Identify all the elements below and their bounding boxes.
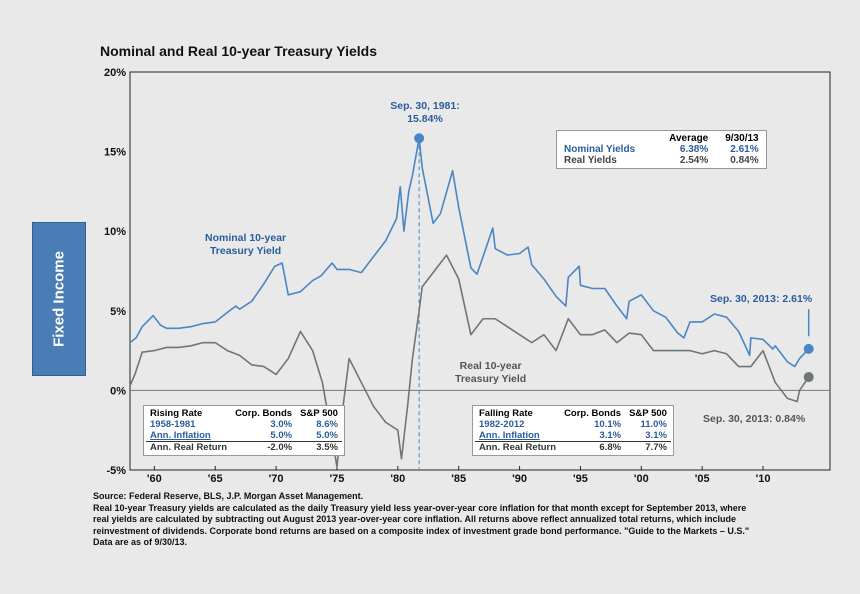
data-date-note: Data are as of 9/30/13. — [93, 537, 188, 547]
x-tick-label: '65 — [208, 473, 223, 485]
y-tick-label: 5% — [110, 306, 126, 318]
peak-point — [414, 133, 425, 144]
y-tick-label: 10% — [104, 226, 126, 238]
x-tick-label: '00 — [634, 473, 649, 485]
y-tick-label: -5% — [106, 465, 126, 477]
real-series-label: Real 10-year Treasury Yield — [455, 360, 527, 385]
falling-rate-table: Falling Rate Corp. Bonds S&P 500 1982-2012… — [472, 405, 674, 456]
plot-frame — [129, 71, 831, 471]
chart-title: Nominal and Real 10-year Treasury Yields — [100, 43, 378, 59]
nominal-end-point — [803, 343, 814, 354]
x-tick-label: '80 — [390, 473, 405, 485]
x-tick-label: '75 — [330, 473, 345, 485]
x-tick-label: '95 — [573, 473, 588, 485]
x-tick-label: '10 — [756, 473, 771, 485]
x-tick-label: '05 — [695, 473, 710, 485]
source-note: Source: Federal Reserve, BLS, J.P. Morga… — [93, 491, 364, 501]
y-tick-label: 0% — [110, 385, 126, 397]
footnotes: Source: Federal Reserve, BLS, J.P. Morga… — [93, 491, 753, 549]
x-tick-label: '90 — [512, 473, 527, 485]
y-tick-label: 15% — [104, 147, 126, 159]
rising-rate-table: Rising Rate Corp. Bonds S&P 500 1958-1981 3… — [143, 405, 345, 456]
real-yield-line — [129, 254, 810, 468]
methodology-note: Real 10-year Treasury yields are calcula… — [93, 502, 750, 536]
section-tab-fixed-income: Fixed Income — [32, 222, 86, 376]
nominal-yield-line — [129, 137, 810, 368]
x-tick-label: '85 — [451, 473, 466, 485]
x-tick-label: '70 — [269, 473, 284, 485]
end-real-annotation: Sep. 30, 2013: 0.84% — [703, 413, 806, 425]
end-nominal-annotation: Sep. 30, 2013: 2.61% — [710, 293, 813, 305]
real-end-point — [803, 372, 814, 383]
nominal-series-label: Nominal 10-year Treasury Yield — [205, 232, 287, 257]
summary-table: Average 9/30/13 Nominal Yields 6.38% 2.61% … — [556, 130, 767, 169]
y-tick-label: 20% — [104, 67, 126, 79]
x-tick-label: '60 — [147, 473, 162, 485]
peak-annotation: Sep. 30, 1981: 15.84% — [390, 100, 460, 125]
